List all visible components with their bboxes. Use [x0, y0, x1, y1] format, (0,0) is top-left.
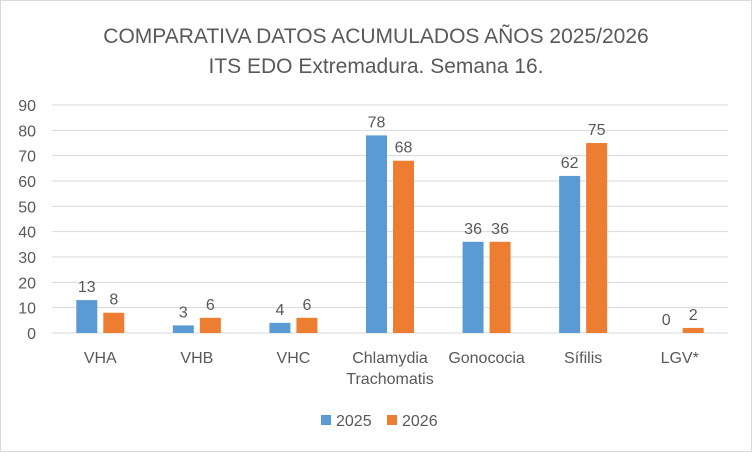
legend-label: 2025	[336, 413, 372, 430]
y-tick-label: 80	[18, 123, 36, 140]
x-tick-label: Gonococia	[448, 350, 525, 367]
bar-2025	[76, 300, 98, 333]
bar-2026	[682, 327, 704, 333]
legend-label: 2026	[402, 413, 438, 430]
data-label: 75	[588, 122, 606, 139]
bar-2026	[393, 160, 414, 333]
data-label: 13	[78, 279, 96, 296]
x-tick-label: VHB	[180, 350, 213, 367]
bar-2026	[199, 317, 221, 333]
bar-2025	[366, 135, 387, 333]
y-tick-label: 0	[27, 326, 36, 343]
y-tick-label: 50	[18, 199, 36, 216]
data-label: 3	[179, 304, 188, 321]
y-tick-label: 70	[18, 149, 36, 166]
bar-2025	[269, 322, 291, 333]
y-tick-label: 10	[18, 301, 36, 318]
x-tick-label: Chlamydia	[352, 350, 428, 367]
bar-2026	[296, 317, 318, 333]
bar-2025	[462, 241, 484, 333]
chart-subtitle: ITS EDO Extremadura. Semana 16.	[209, 55, 544, 78]
bar-2026	[586, 143, 608, 333]
data-label: 6	[302, 297, 311, 314]
data-label: 4	[275, 302, 284, 319]
data-label: 0	[662, 312, 671, 329]
bar-2025	[172, 325, 194, 333]
data-label: 62	[561, 155, 579, 172]
y-tick-label: 30	[18, 250, 36, 267]
data-label: 78	[368, 114, 386, 131]
y-tick-label: 20	[18, 275, 36, 292]
bar-2026	[489, 241, 511, 333]
y-tick-label: 60	[18, 174, 36, 191]
chart-title: COMPARATIVA DATOS ACUMULADOS AÑOS 2025/2…	[103, 24, 648, 48]
data-label: 36	[491, 221, 509, 238]
x-tick-label: VHC	[277, 350, 311, 367]
x-tick-label: VHA	[84, 350, 117, 367]
data-label: 68	[395, 140, 413, 157]
x-tick-label: Trachomatis	[346, 371, 433, 388]
legend-swatch-2025	[321, 415, 331, 425]
data-label: 2	[689, 307, 698, 324]
x-tick-label: LGV*	[661, 350, 699, 367]
y-tick-label: 40	[18, 225, 36, 242]
data-label: 6	[206, 297, 215, 314]
x-tick-label: Sífilis	[564, 350, 602, 367]
legend-swatch-2026	[387, 415, 397, 425]
bar-2025	[559, 175, 581, 333]
data-label: 36	[464, 221, 482, 238]
y-tick-label: 90	[18, 98, 36, 115]
bar-2026	[103, 312, 125, 333]
data-label: 8	[109, 292, 118, 309]
